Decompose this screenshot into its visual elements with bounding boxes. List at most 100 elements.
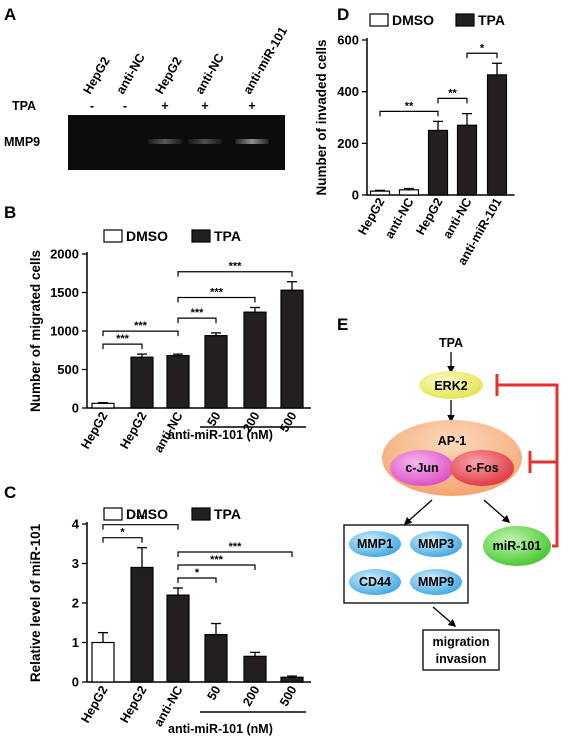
bar-d-3 <box>427 129 449 196</box>
y-tick-label-b: 0 <box>72 401 79 416</box>
legend-label-dmso-c: DMSO <box>126 506 168 522</box>
category-label-b-2: HepG2 <box>117 409 149 451</box>
significance-label-c-1: * <box>120 527 125 539</box>
mmp9-band-5 <box>235 139 269 144</box>
treatment-mark-4: + <box>201 99 208 113</box>
significance-bracket-c-2 <box>102 524 179 530</box>
significance-bracket-d-1 <box>379 110 439 117</box>
legend-swatch-dmso-c <box>103 507 123 521</box>
y-tick-label-c: 4 <box>72 517 80 532</box>
panel-e: E TPA ERK2 AP-1 c-Jun c-Fos MMP1 MMP3 CD… <box>337 315 559 671</box>
significance-label-b-3: *** <box>191 307 205 319</box>
bar-d-1 <box>369 190 391 196</box>
lane-label-5: anti-miR-101 <box>240 24 290 96</box>
inhibition-line-erk2 <box>497 383 559 548</box>
category-label-c-1: HepG2 <box>78 683 110 725</box>
significance-label-b-2: *** <box>134 320 148 332</box>
chart-d: 0 200 400 600 Number of invaded cells HepG2an… <box>314 12 515 267</box>
bar-b-6 <box>280 289 304 409</box>
significance-bracket-b-1 <box>102 343 143 350</box>
lane-label-2: anti-NC <box>113 51 147 96</box>
y-tick-label-c: 0 <box>72 675 79 690</box>
mir101-label: miR-101 <box>493 539 542 553</box>
y-tick-label-b: 1000 <box>50 324 79 339</box>
significance-bracket-d-3 <box>466 52 498 59</box>
ap1-to-mmp-arrow <box>403 499 433 526</box>
legend-label-dmso-d: DMSO <box>392 12 434 28</box>
category-label-c-4: 50 <box>205 683 224 702</box>
significance-bracket-d-2 <box>437 97 468 104</box>
significance-label-d-2: ** <box>448 87 457 99</box>
panel-a: A HepG2 anti-NC HepG2 anti-NC anti-miR-1… <box>4 5 290 170</box>
mir101-node <box>483 526 551 566</box>
lane-label-4: anti-NC <box>192 51 226 96</box>
bar-b-3 <box>166 355 190 409</box>
mmp9-band-3 <box>148 139 182 144</box>
y-axis-label-d: Number of invaded cells <box>314 39 329 195</box>
y-tick-label-d: 600 <box>337 33 359 48</box>
mmp1-node <box>349 531 401 557</box>
group-label-b: anti-miR-101 (nM) <box>168 428 273 442</box>
significance-bracket-b-3 <box>177 317 217 324</box>
significance-label-c-2: ** <box>136 514 145 526</box>
treatment-mark-1: - <box>90 99 94 113</box>
band-label: MMP9 <box>4 135 40 149</box>
bar-b-5 <box>243 311 267 409</box>
significance-bracket-b-2 <box>102 330 179 337</box>
y-tick-label-c: 1 <box>72 635 79 650</box>
panel-b-label: B <box>4 203 16 222</box>
outcome-box <box>422 629 500 671</box>
bar-c-1 <box>91 641 115 683</box>
significance-label-c-4: *** <box>210 554 224 566</box>
cjun-label: c-Jun <box>405 461 438 475</box>
panel-c: C 0 1 2 3 4 Relative level of miR-101 HepG2 Hep… <box>4 483 311 736</box>
panel-e-label: E <box>337 315 348 334</box>
group-label-c: anti-miR-101 (nM) <box>168 722 273 736</box>
legend-swatch-tpa-b <box>191 229 211 243</box>
treatment-mark-2: - <box>123 99 127 113</box>
erk2-label: ERK2 <box>434 379 467 393</box>
bar-c-3 <box>166 594 190 683</box>
tpa-node: TPA <box>439 336 463 350</box>
bar-b-4 <box>204 335 228 409</box>
chart-b: 0 500 1000 1500 2000 Number of migrated cells… <box>28 228 311 455</box>
treatment-mark-5: + <box>248 99 255 113</box>
category-label-d-2: anti-NC <box>382 196 416 241</box>
bar-b-2 <box>130 356 154 409</box>
y-tick-label-c: 3 <box>72 556 79 571</box>
y-tick-label-b: 2000 <box>50 247 79 262</box>
mmp3-label: MMP3 <box>418 537 454 551</box>
category-label-c-6: 500 <box>277 683 300 708</box>
bar-d-5 <box>486 74 508 196</box>
bar-c-6 <box>280 676 304 683</box>
y-tick-label-d: 0 <box>352 188 359 203</box>
significance-label-b-4: *** <box>210 287 224 299</box>
bar-d-2 <box>398 189 420 196</box>
significance-bracket-b-4 <box>177 296 256 303</box>
category-label-d-3: HepG2 <box>413 195 445 237</box>
significance-bracket-c-4 <box>177 564 256 570</box>
treatment-label: TPA <box>12 99 36 113</box>
legend-label-dmso-b: DMSO <box>126 228 168 244</box>
treatment-mark-3: + <box>161 99 168 113</box>
cjun-node <box>390 450 454 486</box>
significance-label-d-3: * <box>480 42 485 54</box>
legend-label-tpa-c: TPA <box>214 506 241 522</box>
mmp3-node <box>410 531 462 557</box>
y-axis-label-b: Number of migrated cells <box>28 250 43 412</box>
bar-c-2 <box>130 566 154 683</box>
panel-a-label: A <box>4 5 16 24</box>
significance-bracket-b-5 <box>177 271 293 277</box>
significance-label-d-1: ** <box>405 100 414 112</box>
mmp9-band-4 <box>188 139 222 144</box>
y-tick-label-d: 400 <box>337 84 359 99</box>
panel-c-label: C <box>4 483 16 502</box>
lane-label-3: HepG2 <box>152 55 184 97</box>
category-label-b-6: 500 <box>277 409 300 434</box>
category-label-b-1: HepG2 <box>78 409 110 451</box>
bar-b-1 <box>91 402 115 409</box>
significance-label-c-5: *** <box>229 541 243 553</box>
y-tick-label-d: 200 <box>337 136 359 151</box>
mmp9-label: MMP9 <box>418 575 454 589</box>
legend-swatch-tpa-c <box>191 507 211 521</box>
